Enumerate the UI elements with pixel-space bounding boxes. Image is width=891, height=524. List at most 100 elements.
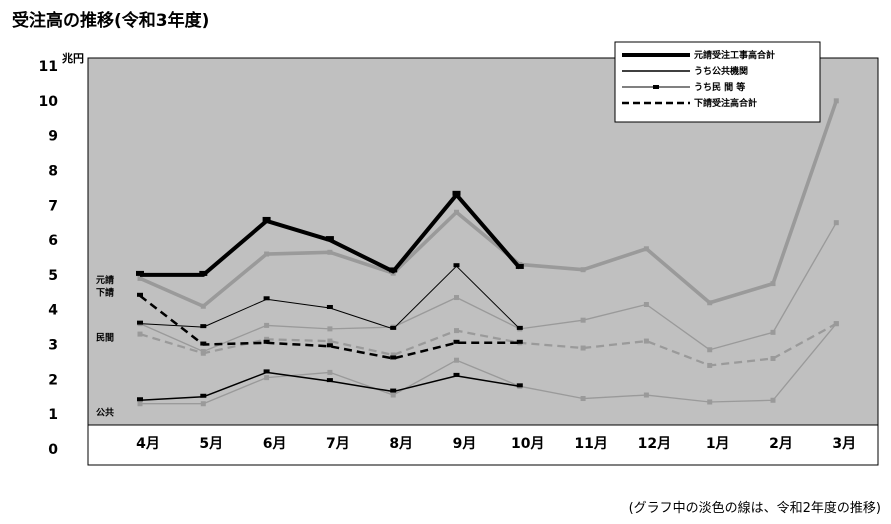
chart-title: 受注高の推移(令和3年度) [12,11,210,31]
prev-year-point-1 [770,397,776,403]
prev-year-line-0 [139,100,839,309]
x-tick-label: 4月 [136,436,160,452]
series-point-3 [390,355,397,360]
series-side-label: 公共 [96,406,114,418]
series-point-2 [390,325,397,330]
prev-year-point-0 [137,275,143,281]
y-tick-label: 9 [48,129,58,145]
prev-year-point-3 [707,362,713,368]
y-tick-label: 3 [48,338,58,354]
prev-year-point-0 [707,300,713,306]
y-tick-label: 0 [48,442,58,458]
series-point-2 [516,325,523,330]
x-tick-label: 1月 [706,436,730,452]
series-point-3 [200,341,207,346]
x-tick-label: 8月 [389,436,413,452]
prev-year-point-1 [200,401,206,407]
prev-year-point-3 [833,321,839,327]
prev-year-point-2 [264,322,270,328]
series-point-0 [452,190,461,196]
legend-label: 元請受注工事高合計 [694,49,775,61]
x-tick-label: 12月 [638,436,671,452]
series-point-1 [137,397,143,402]
prev-year-point-0 [200,303,206,309]
prev-year-point-0 [833,98,839,104]
series-point-2 [200,324,207,329]
x-tick-label: 10月 [511,436,544,452]
series-point-0 [515,263,524,269]
prev-year-point-0 [327,249,333,255]
y-axis-unit-label: 兆円 [62,51,84,65]
series-point-3 [516,339,523,344]
x-tick-label: 2月 [769,436,793,452]
legend-label: うち公共機関 [694,65,748,77]
prev-year-point-3 [770,355,776,361]
current-year-lines [136,190,524,402]
series-side-label: 民間 [96,333,114,344]
legend-marker [653,85,659,89]
series-point-1 [326,378,333,383]
prev-year-point-1 [643,392,649,398]
y-tick-label: 6 [48,233,58,249]
series-point-3 [453,339,460,344]
prev-year-point-3 [643,338,649,344]
prev-year-point-2 [580,317,586,323]
series-point-3 [137,292,143,297]
series-point-0 [262,216,271,222]
prev-year-line-3 [139,322,837,367]
prev-year-point-3 [327,338,333,344]
prev-year-point-2 [833,220,839,226]
prev-year-point-1 [327,369,333,375]
legend-label: うち民 間 等 [694,81,745,93]
y-tick-label: 8 [48,163,58,179]
series-point-0 [199,270,208,276]
y-tick-label: 7 [48,198,58,214]
y-tick-label: 2 [48,372,58,388]
series-point-1 [453,372,460,377]
prev-year-point-2 [454,295,459,301]
series-point-2 [137,320,143,325]
prev-year-point-3 [137,331,143,337]
y-tick-label: 10 [39,94,59,110]
y-axis: 0 1 2 3 4 5 6 7 8 9 10 11 [39,59,59,458]
prev-year-point-1 [580,396,586,402]
prev-year-point-1 [137,401,143,407]
prev-year-point-3 [200,350,206,356]
y-tick-label: 4 [48,303,58,319]
y-tick-label: 5 [48,268,58,284]
prev-year-point-2 [770,329,776,335]
prev-year-point-0 [643,246,649,252]
x-tick-label: 7月 [326,436,350,452]
x-tick-label: 6月 [263,436,287,452]
series-side-label: 下請 [96,286,114,298]
prev-year-line-2 [139,222,837,353]
x-tick-label: 3月 [832,436,856,452]
series-point-1 [390,388,397,393]
prev-year-point-3 [390,352,396,358]
series-side-label: 元請 [96,274,114,286]
series-point-3 [326,343,333,348]
prev-year-point-3 [264,336,270,342]
prev-year-point-2 [327,326,333,332]
previous-year-lines [137,98,839,407]
prev-year-line-1 [140,323,837,405]
prev-year-point-0 [454,209,459,215]
prev-year-point-2 [643,302,649,308]
x-axis: 4月 5月 6月 7月 8月 9月 10月 11月 12月 1月 2月 3月 [136,436,856,452]
series-point-3 [263,339,270,344]
x-tick-label: 9月 [453,436,477,452]
series-point-1 [200,393,207,398]
series-point-0 [325,236,334,242]
prev-year-point-1 [390,392,396,398]
y-tick-label: 1 [48,407,58,423]
prev-year-point-0 [580,267,586,273]
series-point-2 [263,296,270,301]
series-point-0 [136,270,144,276]
series-point-1 [516,383,523,388]
series-point-2 [326,304,333,309]
prev-year-point-3 [580,345,586,351]
prev-year-point-0 [770,281,776,287]
series-point-1 [263,369,270,374]
